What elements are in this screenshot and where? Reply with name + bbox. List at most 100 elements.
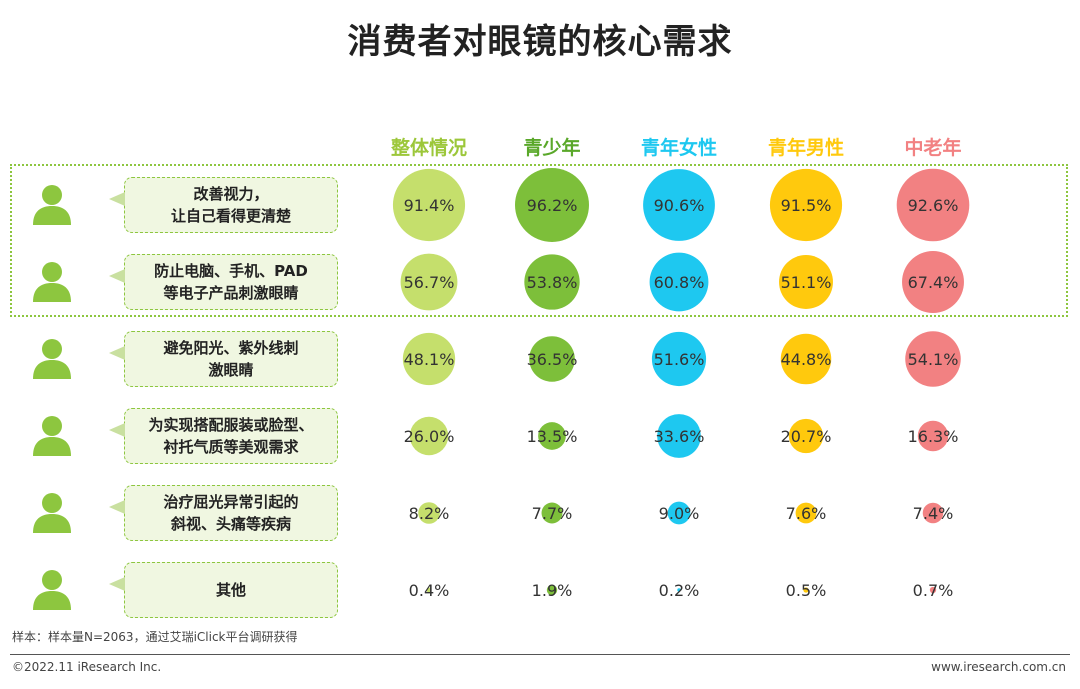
data-label: 44.8% [781, 350, 832, 369]
data-label: 36.5% [527, 350, 578, 369]
data-label: 0.4% [409, 581, 450, 600]
bubble [418, 502, 440, 524]
data-label: 20.7% [781, 427, 832, 446]
bubble [546, 584, 558, 596]
bubble [803, 587, 809, 593]
person-icon [33, 262, 71, 302]
data-label: 0.5% [786, 581, 827, 600]
row-label: 其他 [109, 562, 338, 618]
data-label: 51.6% [654, 350, 705, 369]
label-pointer [109, 577, 125, 591]
person-icon [33, 570, 71, 610]
bubble [896, 168, 970, 242]
data-label: 60.8% [654, 273, 705, 292]
data-label: 26.0% [404, 427, 455, 446]
bubble [529, 336, 575, 382]
bubble [657, 414, 701, 458]
bubble [769, 168, 843, 242]
bubble [677, 588, 681, 592]
row-label-line: 治疗屈光异常引起的 [163, 493, 299, 511]
row-label-line: 避免阳光、紫外线刺 [163, 339, 299, 357]
bubble [426, 587, 432, 593]
data-label: 16.3% [908, 427, 959, 446]
data-label: 7.6% [786, 504, 827, 523]
data-label: 91.5% [781, 196, 832, 215]
person-icon [33, 416, 71, 456]
row-label-line: 衬托气质等美观需求 [163, 438, 299, 456]
data-label: 33.6% [654, 427, 705, 446]
bubble [515, 168, 589, 242]
row-label: 防止电脑、手机、PAD 等电子产品刺激眼睛 [109, 254, 338, 310]
row-label: 为实现搭配服装或脸型、 衬托气质等美观需求 [109, 408, 338, 464]
data-label: 67.4% [908, 273, 959, 292]
bubble [538, 422, 566, 450]
row-label-line: 其他 [215, 581, 246, 599]
data-label: 54.1% [908, 350, 959, 369]
row-label-line: 让自己看得更清楚 [170, 207, 291, 225]
column-header: 青年女性 [640, 137, 717, 159]
row-label-line: 防止电脑、手机、PAD [154, 262, 308, 280]
data-label: 96.2% [527, 196, 578, 215]
data-label: 0.7% [913, 581, 954, 600]
row-label-line: 激眼睛 [208, 361, 254, 379]
copyright: ©2022.11 iResearch Inc. [12, 660, 162, 674]
column-header: 青年男性 [767, 137, 844, 159]
bubble [929, 586, 937, 594]
highlight-box [10, 164, 1068, 317]
bubble [402, 332, 456, 386]
bubble [649, 252, 709, 312]
bubble [651, 331, 707, 387]
label-pointer [109, 346, 125, 360]
data-label: 1.9% [532, 581, 573, 600]
row-label-line: 斜视、头痛等疾病 [170, 515, 291, 533]
sample-note: 样本：样本量N=2063，通过艾瑞iClick平台调研获得 [12, 630, 298, 644]
label-pointer [109, 423, 125, 437]
bubble [905, 331, 961, 387]
bubble [780, 333, 832, 385]
row-label-line: 为实现搭配服装或脸型、 [148, 416, 314, 434]
row-label-line: 等电子产品刺激眼睛 [163, 284, 299, 302]
label-pointer [109, 500, 125, 514]
row-label-line: 改善视力， [193, 185, 269, 203]
bubble [541, 502, 563, 524]
data-label: 0.2% [659, 581, 700, 600]
label-pointer [109, 192, 125, 206]
row-label: 改善视力， 让自己看得更清楚 [109, 177, 338, 233]
person-icon [33, 185, 71, 225]
bubble [409, 416, 449, 456]
label-pointer [109, 269, 125, 283]
row-label: 避免阳光、紫外线刺 激眼睛 [109, 331, 338, 387]
data-label: 53.8% [527, 273, 578, 292]
bubble [788, 418, 824, 454]
data-label: 7.7% [532, 504, 573, 523]
footer-divider [10, 654, 1070, 655]
data-label: 90.6% [654, 196, 705, 215]
bubble [902, 251, 964, 313]
data-label: 51.1% [781, 273, 832, 292]
bubble [392, 168, 466, 242]
bubble [795, 502, 817, 524]
column-header: 整体情况 [390, 137, 467, 159]
bubble [667, 501, 691, 525]
data-label: 9.0% [659, 504, 700, 523]
website: www.iresearch.com.cn [931, 660, 1066, 674]
data-label: 56.7% [404, 273, 455, 292]
data-label: 91.4% [404, 196, 455, 215]
column-header: 中老年 [904, 137, 962, 159]
person-icon [33, 493, 71, 533]
bubble [524, 254, 580, 310]
bubble [779, 255, 833, 309]
row-label: 治疗屈光异常引起的 斜视、头痛等疾病 [109, 485, 338, 541]
data-label: 7.4% [913, 504, 954, 523]
bubble [400, 253, 458, 311]
data-label: 13.5% [527, 427, 578, 446]
bubble [922, 502, 944, 524]
data-label: 48.1% [404, 350, 455, 369]
bubble [917, 420, 949, 452]
bubble [643, 169, 715, 241]
data-label: 92.6% [908, 196, 959, 215]
page-title: 消费者对眼镜的核心需求 [347, 22, 733, 62]
person-icon [33, 339, 71, 379]
column-header: 青少年 [523, 137, 581, 159]
